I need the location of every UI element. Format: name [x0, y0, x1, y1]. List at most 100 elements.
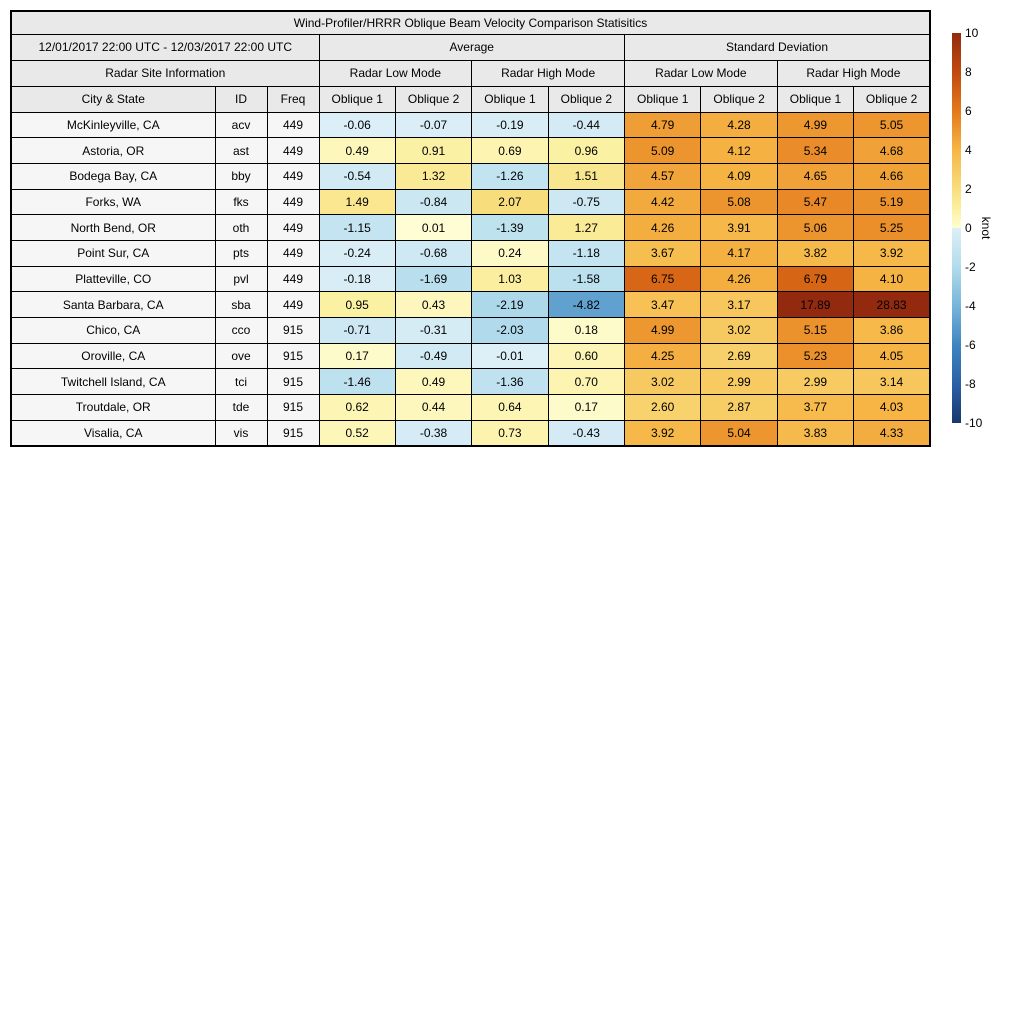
colorbar-tick-label: 0 — [965, 221, 972, 235]
site-id-cell: acv — [214, 111, 268, 139]
col-header-oblique: Oblique 1 — [623, 85, 702, 113]
value-cell: 6.75 — [623, 265, 702, 293]
value-cell: 0.96 — [547, 137, 626, 164]
value-cell: 4.12 — [700, 137, 778, 164]
city-state-cell: Point Sur, CA — [10, 239, 216, 267]
value-cell: 0.64 — [471, 394, 549, 421]
value-cell: 6.79 — [776, 265, 855, 293]
value-cell: 4.68 — [853, 137, 931, 164]
value-cell: 4.10 — [853, 265, 931, 293]
section-standard-deviation: Standard Deviation — [624, 33, 931, 61]
value-cell: 5.25 — [853, 214, 931, 241]
freq-cell: 915 — [266, 394, 320, 421]
value-cell: 3.47 — [623, 291, 702, 318]
col-header-oblique: Oblique 1 — [776, 85, 855, 113]
value-cell: 2.60 — [623, 394, 702, 421]
value-cell: 4.99 — [776, 111, 855, 139]
value-cell: 0.24 — [471, 239, 549, 267]
colorbar-tick-label: -8 — [965, 377, 976, 391]
value-cell: 0.49 — [318, 137, 396, 164]
value-cell: -1.39 — [471, 214, 549, 241]
col-header-oblique: Oblique 2 — [853, 85, 931, 113]
value-cell: -0.68 — [394, 239, 473, 267]
value-cell: 4.33 — [853, 419, 931, 447]
value-cell: 3.86 — [853, 317, 931, 344]
table-row: Visalia, CA vis 915 0.52 -0.38 0.73 -0.43 3.92 5… — [10, 419, 931, 447]
value-cell: 4.17 — [700, 239, 778, 267]
value-cell: 4.26 — [623, 214, 702, 241]
col-header-oblique: Oblique 2 — [547, 85, 626, 113]
value-cell: 5.47 — [776, 188, 855, 216]
freq-cell: 449 — [266, 162, 320, 190]
value-cell: 2.07 — [471, 188, 549, 216]
colorbar-tick-label: 8 — [965, 65, 972, 79]
value-cell: 0.43 — [394, 291, 473, 318]
table-row: North Bend, OR oth 449 -1.15 0.01 -1.39 1.27 4.… — [10, 214, 931, 241]
value-cell: 5.19 — [853, 188, 931, 216]
value-cell: 4.42 — [623, 188, 702, 216]
value-cell: 5.05 — [853, 111, 931, 139]
value-cell: -4.82 — [547, 291, 626, 318]
freq-cell: 449 — [266, 291, 320, 318]
colorbar-tick-label: -10 — [965, 416, 983, 430]
value-cell: 0.01 — [394, 214, 473, 241]
value-cell: -0.19 — [471, 111, 549, 139]
city-state-cell: North Bend, OR — [10, 214, 216, 241]
value-cell: -2.03 — [471, 317, 549, 344]
site-id-cell: cco — [214, 317, 268, 344]
mode-header-avg-low: Radar Low Mode — [318, 59, 473, 87]
value-cell: -0.75 — [547, 188, 626, 216]
value-cell: 4.57 — [623, 162, 702, 190]
col-header-oblique: Oblique 2 — [700, 85, 778, 113]
colorbar-tick-label: -6 — [965, 338, 976, 352]
value-cell: -1.36 — [471, 368, 549, 396]
value-cell: 0.73 — [471, 419, 549, 447]
section-row: 12/01/2017 22:00 UTC - 12/03/2017 22:00 … — [10, 33, 931, 61]
value-cell: 5.06 — [776, 214, 855, 241]
mode-header-std-low: Radar Low Mode — [624, 59, 778, 87]
figure-title: Wind-Profiler/HRRR Oblique Beam Velocity… — [10, 10, 931, 35]
value-cell: 3.82 — [776, 239, 855, 267]
value-cell: -0.06 — [318, 111, 396, 139]
mode-header-std-high: Radar High Mode — [776, 59, 931, 87]
value-cell: 0.44 — [394, 394, 473, 421]
value-cell: 3.92 — [853, 239, 931, 267]
value-cell: 4.26 — [700, 265, 778, 293]
value-cell: 1.03 — [471, 265, 549, 293]
table-row: Troutdale, OR tde 915 0.62 0.44 0.64 0.17 2.60 2… — [10, 394, 931, 421]
city-state-cell: Chico, CA — [10, 317, 216, 344]
value-cell: -1.15 — [318, 214, 396, 241]
freq-cell: 449 — [266, 239, 320, 267]
value-cell: -0.31 — [394, 317, 473, 344]
value-cell: 3.83 — [776, 419, 855, 447]
value-cell: 0.18 — [547, 317, 626, 344]
colorbar-tick-label: -2 — [965, 260, 976, 274]
value-cell: 3.91 — [700, 214, 778, 241]
value-cell: 0.91 — [394, 137, 473, 164]
value-cell: 5.08 — [700, 188, 778, 216]
stats-table: Wind-Profiler/HRRR Oblique Beam Velocity… — [10, 10, 931, 447]
value-cell: 0.60 — [547, 342, 626, 370]
city-state-cell: Twitchell Island, CA — [10, 368, 216, 396]
freq-cell: 449 — [266, 111, 320, 139]
column-header-row: City & State ID Freq Oblique 1 Oblique 2… — [10, 85, 931, 113]
table-row: Chico, CA cco 915 -0.71 -0.31 -2.03 0.18 4.99 3.… — [10, 317, 931, 344]
site-id-cell: oth — [214, 214, 268, 241]
value-cell: 4.65 — [776, 162, 855, 190]
table-row: Twitchell Island, CA tci 915 -1.46 0.49 -1.36… — [10, 368, 931, 396]
table-row: Platteville, CO pvl 449 -0.18 -1.69 1.03 -1.58… — [10, 265, 931, 293]
colorbar-tick-label: 2 — [965, 182, 972, 196]
value-cell: 5.15 — [776, 317, 855, 344]
value-cell: 17.89 — [776, 291, 855, 318]
site-id-cell: sba — [214, 291, 268, 318]
value-cell: -0.43 — [547, 419, 626, 447]
value-cell: 0.49 — [394, 368, 473, 396]
value-cell: 1.32 — [394, 162, 473, 190]
value-cell: -0.01 — [471, 342, 549, 370]
value-cell: -1.58 — [547, 265, 626, 293]
site-id-cell: fks — [214, 188, 268, 216]
value-cell: -0.24 — [318, 239, 396, 267]
col-header-id: ID — [214, 85, 268, 113]
value-cell: 5.09 — [623, 137, 702, 164]
